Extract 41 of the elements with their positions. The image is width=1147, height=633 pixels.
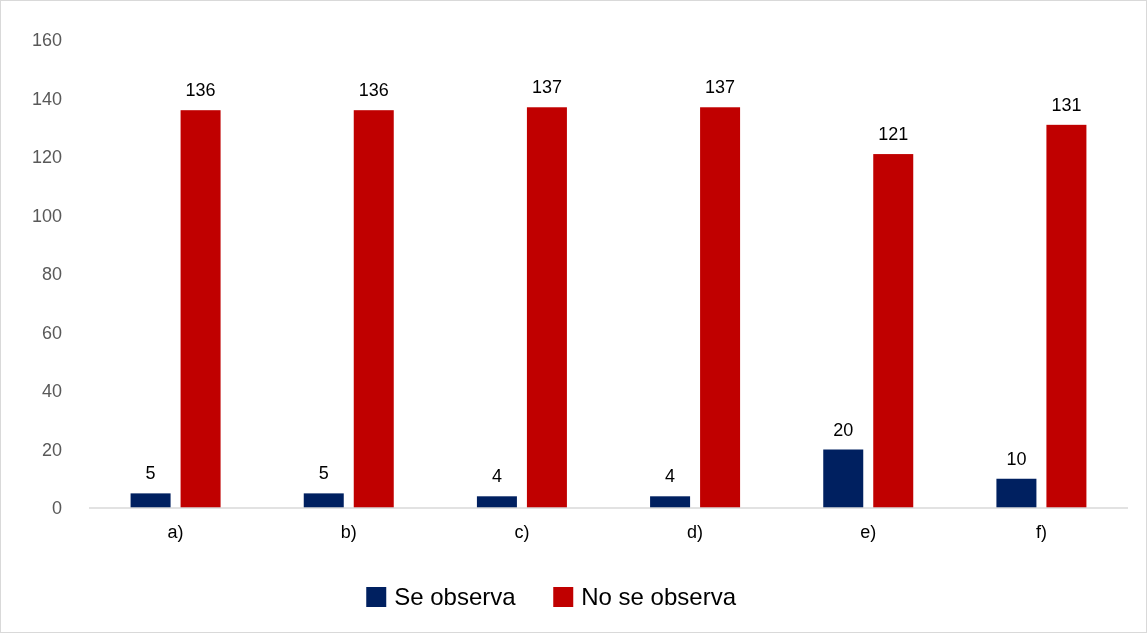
data-label: 137 xyxy=(531,77,562,98)
bar xyxy=(823,449,864,508)
x-tick-label: e) xyxy=(860,522,877,542)
data-label: 5 xyxy=(318,463,329,484)
bar xyxy=(650,496,691,508)
y-tick-label: 140 xyxy=(31,88,62,109)
bar xyxy=(130,493,171,508)
legend-label: Se observa xyxy=(394,583,517,611)
y-tick-label: 100 xyxy=(31,205,62,226)
x-tick-label: f) xyxy=(1035,522,1047,542)
bar xyxy=(996,478,1037,508)
bar xyxy=(476,496,517,508)
bar xyxy=(353,110,394,508)
y-tick-label: 60 xyxy=(41,322,62,343)
y-tick-label: 20 xyxy=(41,439,62,460)
data-label: 10 xyxy=(1006,448,1027,469)
bar xyxy=(1046,124,1087,508)
legend-label: No se observa xyxy=(581,583,737,611)
y-tick-label: 120 xyxy=(31,147,62,168)
bar xyxy=(303,493,344,508)
data-label: 137 xyxy=(705,77,736,98)
y-tick-label: 0 xyxy=(51,498,62,519)
x-tick-label: d) xyxy=(687,522,704,542)
data-label: 131 xyxy=(1051,94,1082,115)
bar xyxy=(526,107,567,508)
data-label: 136 xyxy=(358,80,389,101)
bar xyxy=(873,154,914,508)
x-tick-label: c) xyxy=(514,522,530,542)
y-tick-label: 40 xyxy=(41,381,62,402)
bar xyxy=(700,107,741,508)
data-label: 136 xyxy=(185,80,216,101)
x-tick-label: b) xyxy=(340,522,357,542)
data-label: 20 xyxy=(833,419,854,440)
x-tick-label: a) xyxy=(167,522,184,542)
data-label: 5 xyxy=(145,463,156,484)
data-label: 121 xyxy=(878,124,909,145)
bar xyxy=(180,110,221,508)
y-tick-label: 160 xyxy=(31,30,62,51)
data-label: 4 xyxy=(665,466,676,487)
y-tick-label: 80 xyxy=(41,264,62,285)
data-label: 4 xyxy=(491,466,502,487)
